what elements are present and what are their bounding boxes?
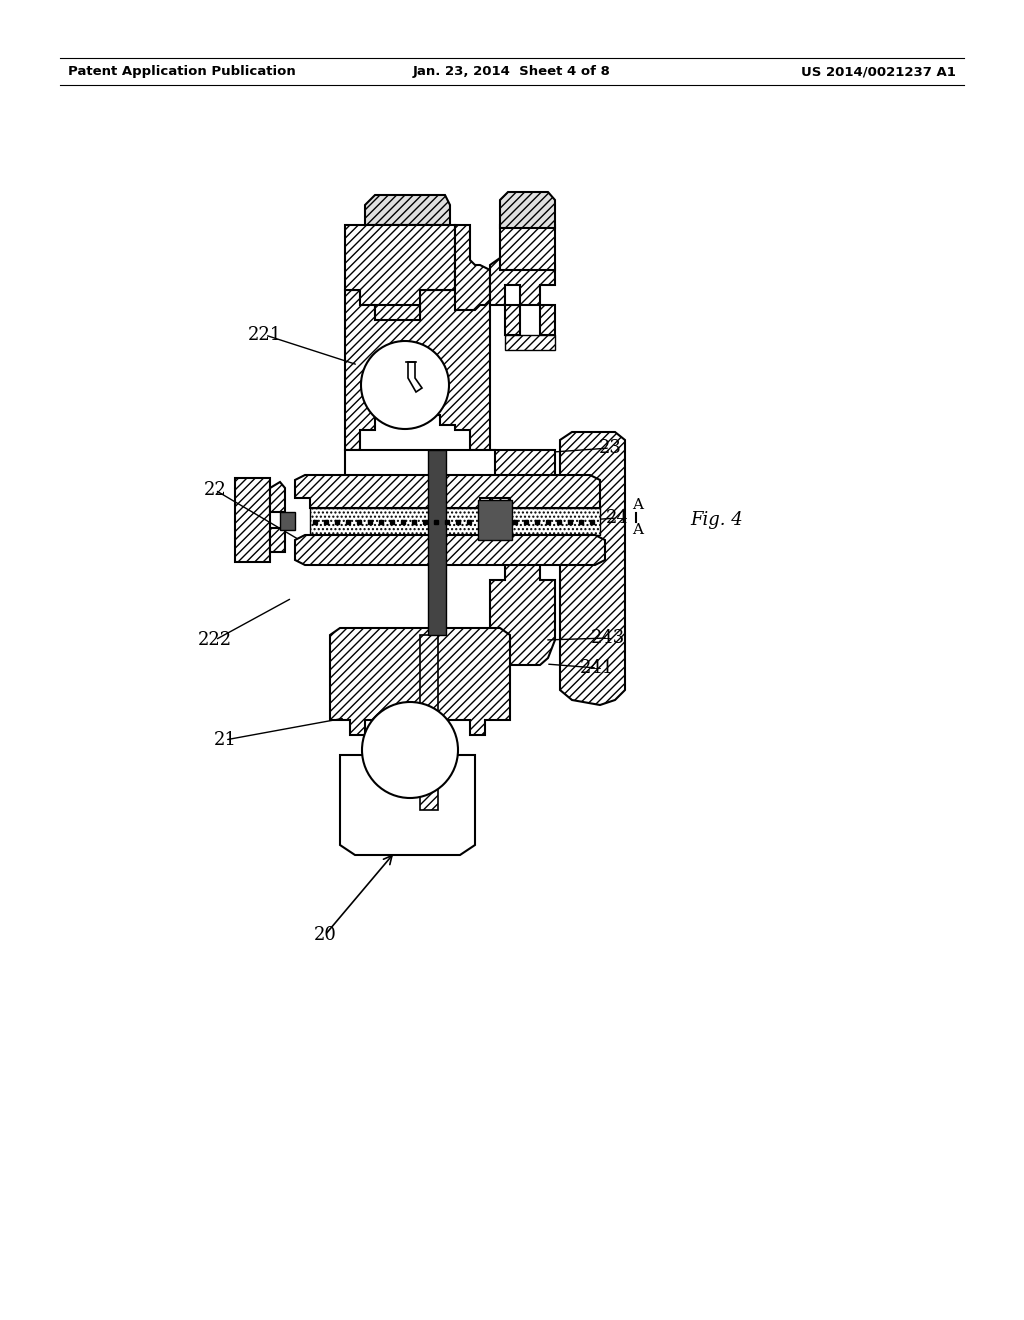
Polygon shape xyxy=(375,305,420,319)
Bar xyxy=(428,450,446,635)
Polygon shape xyxy=(560,432,625,705)
Bar xyxy=(310,508,480,535)
Bar xyxy=(500,224,555,271)
Polygon shape xyxy=(455,224,490,310)
Text: 20: 20 xyxy=(313,927,337,944)
Polygon shape xyxy=(540,305,555,335)
Polygon shape xyxy=(345,224,455,315)
Polygon shape xyxy=(295,475,600,508)
Polygon shape xyxy=(330,628,510,766)
Polygon shape xyxy=(408,362,422,392)
Polygon shape xyxy=(345,265,490,450)
Circle shape xyxy=(362,702,458,799)
Text: 221: 221 xyxy=(248,326,283,345)
Bar xyxy=(510,508,600,535)
Bar xyxy=(345,450,495,478)
Text: Fig. 4: Fig. 4 xyxy=(690,511,742,529)
Text: 23: 23 xyxy=(599,440,622,457)
Bar xyxy=(234,478,270,562)
Polygon shape xyxy=(505,305,520,335)
Polygon shape xyxy=(340,755,475,855)
Text: 241: 241 xyxy=(580,659,614,677)
Text: A: A xyxy=(633,523,643,537)
Circle shape xyxy=(361,341,449,429)
Bar xyxy=(478,500,512,540)
Text: US 2014/0021237 A1: US 2014/0021237 A1 xyxy=(801,66,956,78)
Text: 24: 24 xyxy=(605,510,629,527)
Polygon shape xyxy=(295,535,605,565)
Polygon shape xyxy=(490,257,555,305)
Polygon shape xyxy=(500,191,555,228)
Text: 243: 243 xyxy=(591,630,625,647)
Text: 22: 22 xyxy=(204,480,226,499)
Polygon shape xyxy=(270,482,285,512)
Text: Patent Application Publication: Patent Application Publication xyxy=(68,66,296,78)
Polygon shape xyxy=(490,450,555,665)
Polygon shape xyxy=(270,528,285,552)
Text: 21: 21 xyxy=(214,731,237,748)
Text: 222: 222 xyxy=(198,631,232,649)
Bar xyxy=(505,335,555,350)
Bar xyxy=(280,512,295,531)
Text: Jan. 23, 2014  Sheet 4 of 8: Jan. 23, 2014 Sheet 4 of 8 xyxy=(413,66,611,78)
Bar xyxy=(420,635,438,810)
Polygon shape xyxy=(365,195,450,224)
Text: A: A xyxy=(633,498,643,512)
